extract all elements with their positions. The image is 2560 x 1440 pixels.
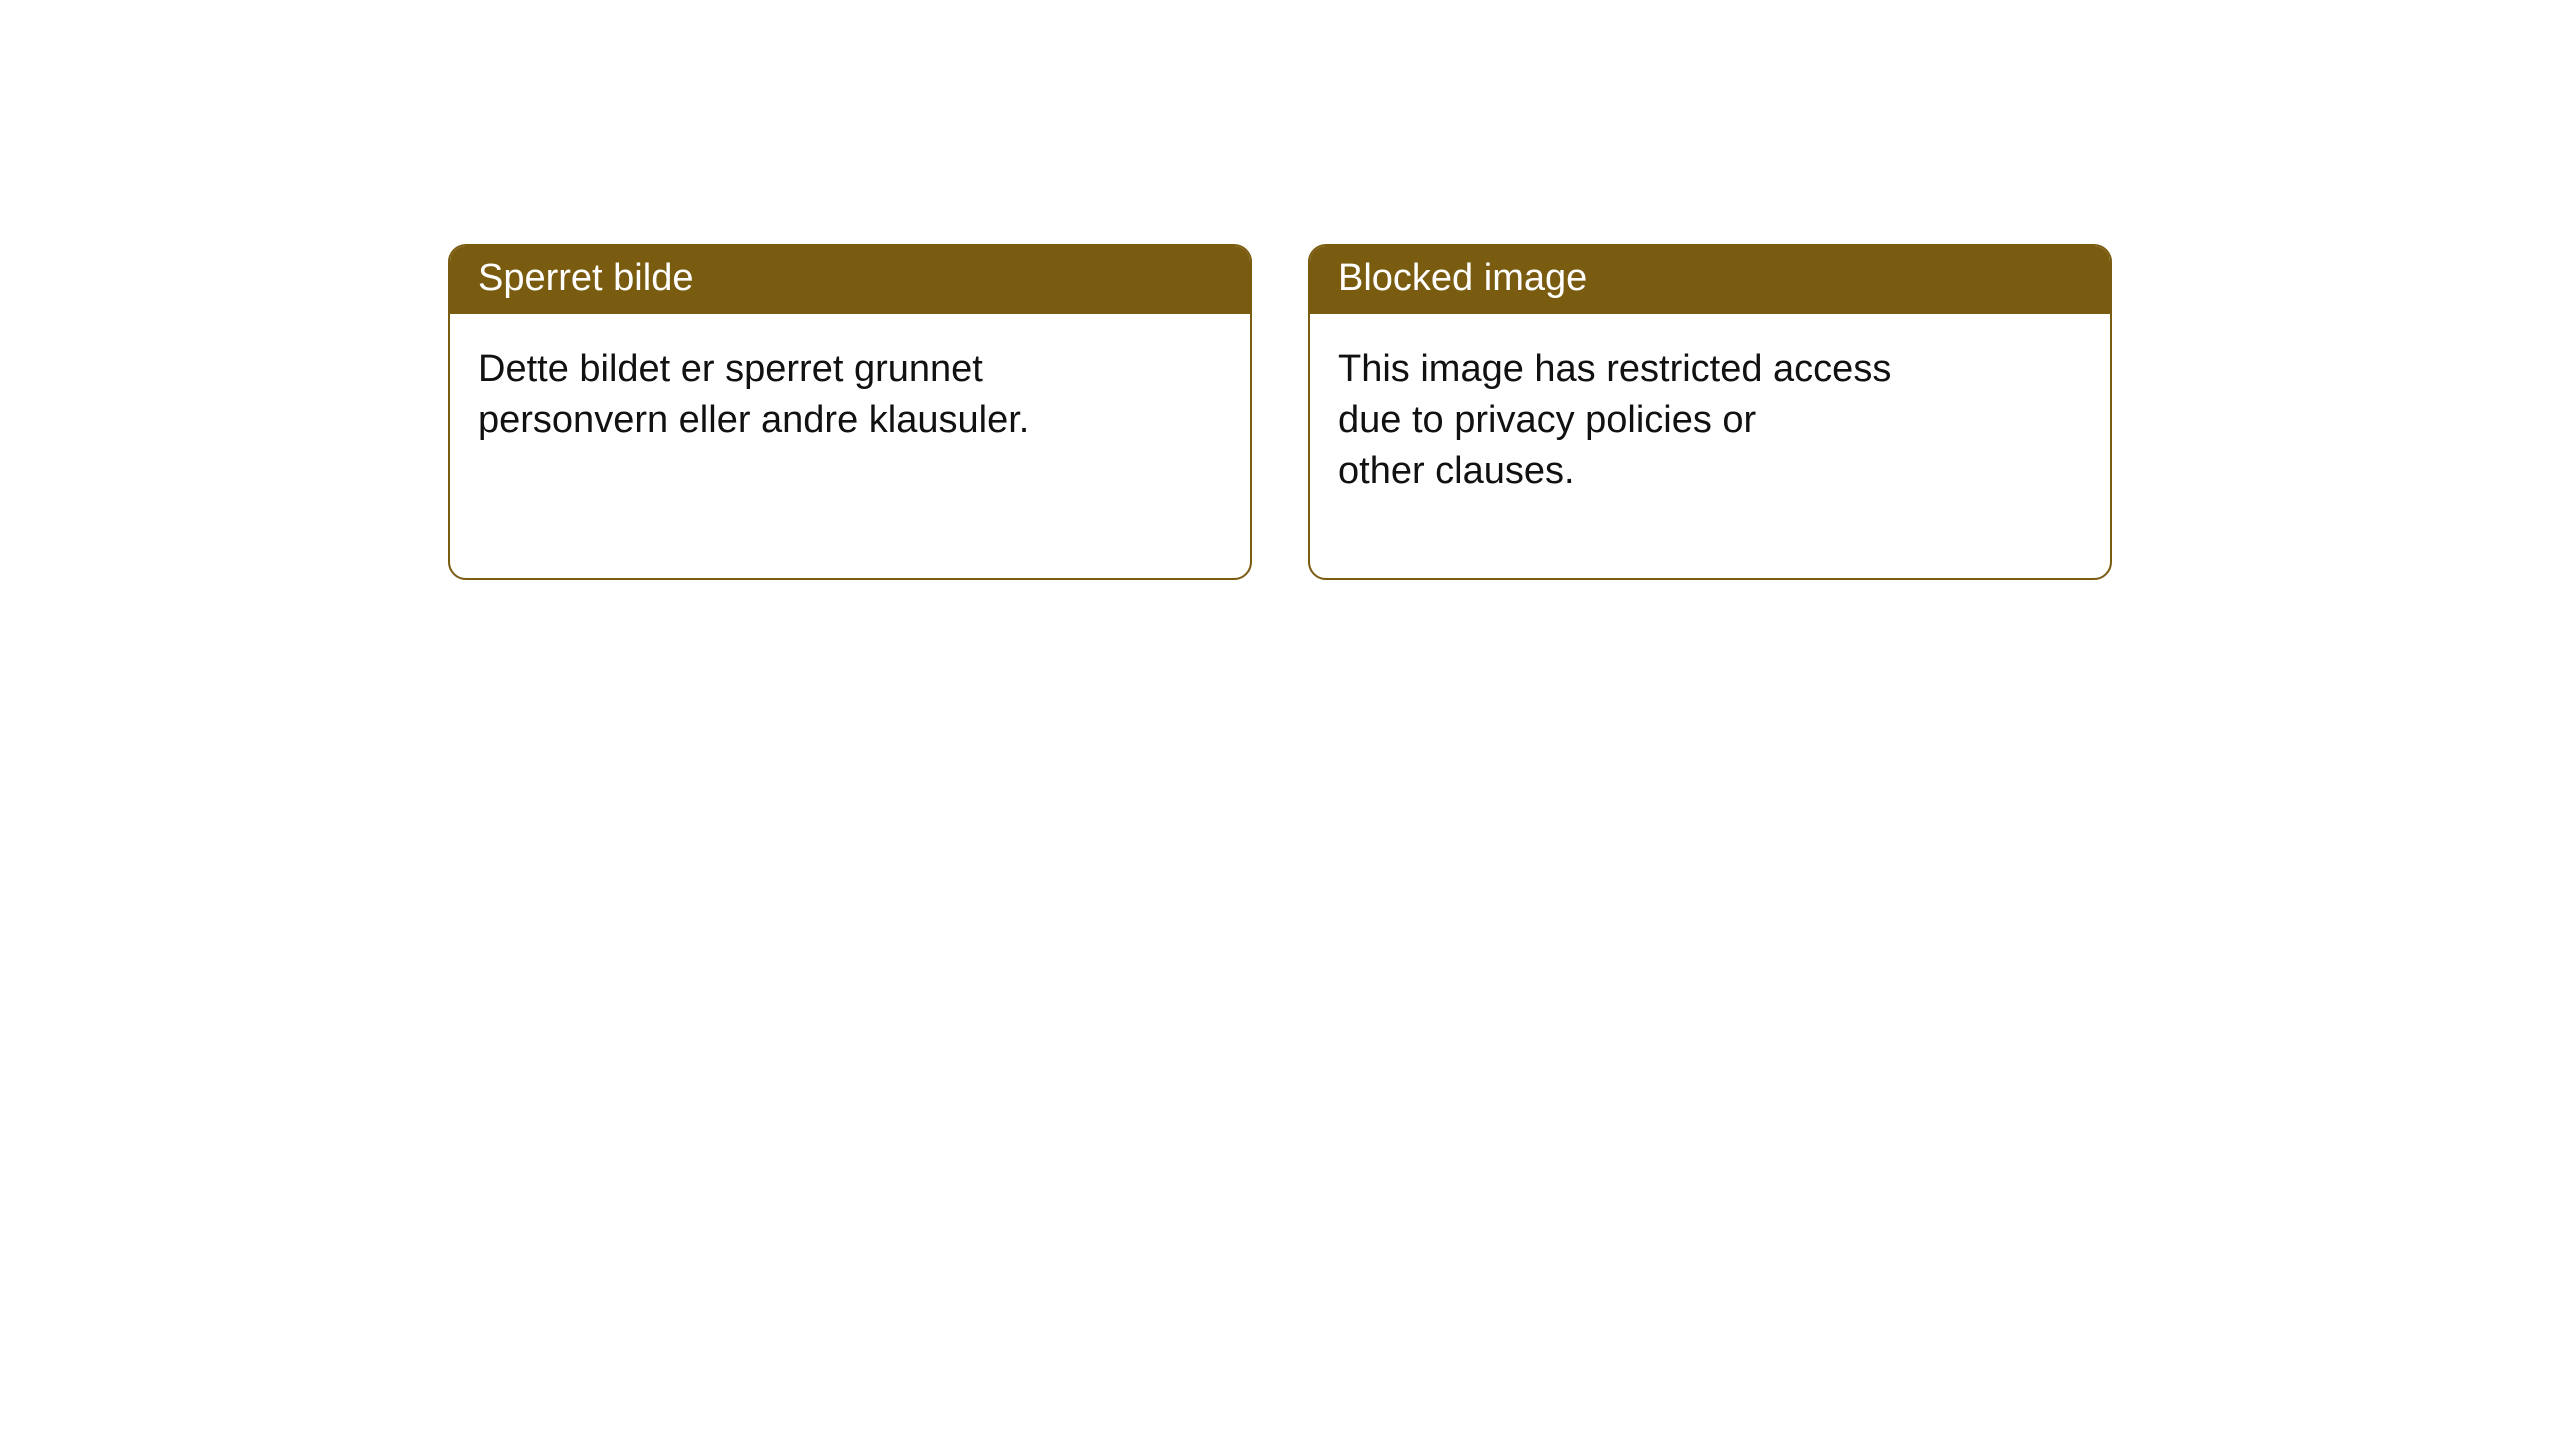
card-header-english: Blocked image [1310,246,2110,314]
notice-card-english: Blocked image This image has restricted … [1308,244,2112,580]
notice-cards-container: Sperret bilde Dette bildet er sperret gr… [0,0,2560,580]
card-body-norwegian: Dette bildet er sperret grunnet personve… [450,314,1250,477]
card-header-norwegian: Sperret bilde [450,246,1250,314]
card-body-english: This image has restricted access due to … [1310,314,2110,528]
notice-card-norwegian: Sperret bilde Dette bildet er sperret gr… [448,244,1252,580]
